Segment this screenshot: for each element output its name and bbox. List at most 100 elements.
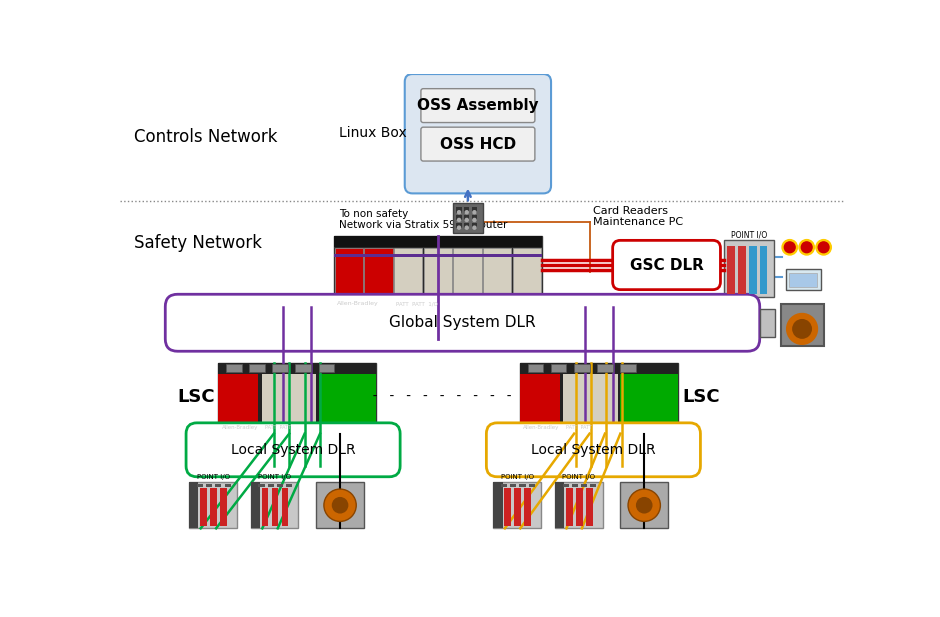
Text: Controls Network: Controls Network: [133, 128, 277, 146]
Circle shape: [324, 489, 356, 521]
Bar: [319, 364, 334, 372]
Text: Maintenance PC: Maintenance PC: [593, 217, 683, 227]
Bar: [316, 482, 364, 528]
FancyBboxPatch shape: [613, 241, 720, 289]
Bar: [206, 484, 212, 487]
Circle shape: [801, 242, 812, 253]
Bar: [760, 309, 776, 337]
Text: Local System DLR: Local System DLR: [231, 443, 355, 457]
Bar: [581, 484, 588, 487]
Bar: [220, 487, 227, 526]
Bar: [520, 484, 525, 487]
Bar: [295, 364, 311, 372]
Bar: [200, 487, 207, 526]
Bar: [494, 482, 503, 528]
Bar: [258, 484, 265, 487]
Bar: [575, 487, 583, 526]
Bar: [286, 484, 292, 487]
Bar: [218, 375, 258, 422]
Bar: [789, 273, 818, 288]
Bar: [501, 484, 508, 487]
Bar: [738, 246, 745, 294]
Circle shape: [473, 211, 476, 214]
Bar: [566, 487, 572, 526]
Bar: [334, 298, 541, 309]
Bar: [189, 482, 198, 528]
Bar: [453, 204, 482, 233]
Bar: [786, 269, 821, 291]
FancyBboxPatch shape: [165, 294, 760, 351]
Bar: [258, 375, 261, 422]
Text: To non safety
Network via Stratix 5900  router: To non safety Network via Stratix 5900 r…: [339, 209, 508, 230]
Circle shape: [784, 242, 795, 253]
Text: PATT  PATT: PATT PATT: [567, 425, 592, 430]
Bar: [618, 375, 620, 422]
Bar: [218, 363, 376, 432]
Bar: [261, 375, 316, 422]
Bar: [334, 236, 541, 309]
Text: Safety Network: Safety Network: [133, 234, 261, 252]
Bar: [520, 363, 678, 432]
FancyBboxPatch shape: [421, 89, 535, 123]
Bar: [251, 482, 299, 528]
Bar: [597, 364, 613, 372]
Bar: [504, 487, 511, 526]
Text: PATT  PATT  1/O: PATT PATT 1/O: [396, 301, 437, 306]
Bar: [218, 363, 376, 375]
Bar: [218, 422, 376, 432]
Bar: [586, 487, 592, 526]
Bar: [563, 484, 569, 487]
Bar: [472, 223, 478, 228]
Bar: [210, 487, 217, 526]
Bar: [494, 482, 541, 528]
Bar: [472, 215, 478, 220]
Bar: [282, 487, 289, 526]
Text: POINT I/O: POINT I/O: [196, 474, 229, 481]
Bar: [781, 304, 823, 346]
Text: Card Readers: Card Readers: [593, 207, 668, 217]
Bar: [555, 482, 564, 528]
Bar: [189, 482, 237, 528]
Circle shape: [473, 226, 476, 229]
FancyBboxPatch shape: [421, 127, 535, 161]
Bar: [456, 223, 462, 228]
Circle shape: [818, 242, 829, 253]
Text: LSC: LSC: [682, 389, 720, 407]
Text: Local System DLR: Local System DLR: [531, 443, 656, 457]
Bar: [520, 375, 559, 422]
Circle shape: [628, 489, 661, 521]
Circle shape: [465, 211, 468, 214]
Bar: [525, 487, 531, 526]
Bar: [464, 215, 469, 220]
Circle shape: [473, 218, 476, 222]
Bar: [272, 487, 278, 526]
Bar: [590, 484, 597, 487]
Bar: [424, 248, 452, 298]
Bar: [620, 375, 678, 422]
Bar: [268, 484, 274, 487]
FancyBboxPatch shape: [486, 423, 700, 477]
Bar: [334, 236, 541, 247]
FancyBboxPatch shape: [186, 423, 400, 477]
Bar: [215, 484, 222, 487]
Bar: [749, 246, 757, 294]
Circle shape: [458, 211, 461, 214]
Text: LSC: LSC: [177, 389, 214, 407]
Bar: [510, 484, 516, 487]
Text: POINT I/O: POINT I/O: [258, 474, 291, 481]
Bar: [725, 239, 775, 297]
Bar: [514, 487, 521, 526]
Bar: [572, 484, 578, 487]
Bar: [277, 484, 283, 487]
Bar: [472, 207, 478, 213]
Bar: [760, 246, 767, 294]
Circle shape: [635, 497, 652, 513]
Circle shape: [458, 218, 461, 222]
Text: Global System DLR: Global System DLR: [389, 315, 536, 330]
Bar: [316, 375, 319, 422]
Circle shape: [332, 497, 349, 513]
Bar: [456, 215, 462, 220]
Text: POINT I/O: POINT I/O: [562, 474, 595, 481]
Bar: [728, 246, 735, 294]
Bar: [196, 484, 203, 487]
